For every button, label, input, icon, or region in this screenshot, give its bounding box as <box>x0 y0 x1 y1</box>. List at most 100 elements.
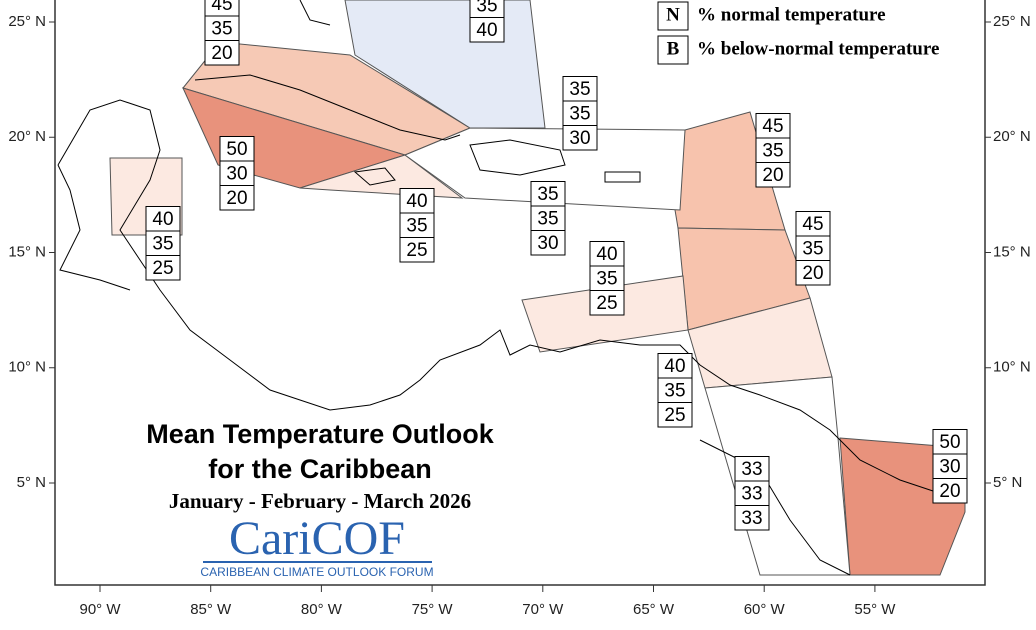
outlook-value: 35 <box>762 140 783 161</box>
coastline <box>299 0 331 26</box>
outlook-cell <box>932 478 968 504</box>
forecast-region <box>704 376 851 576</box>
outlook-value: 40 <box>664 356 685 377</box>
outlook-value: 25 <box>152 258 173 279</box>
outlook-value: 25 <box>596 293 617 314</box>
outlook-cell <box>734 456 770 482</box>
outlook-value: 35 <box>152 233 173 254</box>
legend-key: N <box>666 4 680 25</box>
outlook-cell <box>795 260 831 286</box>
coastline <box>469 139 566 176</box>
outlook-cell <box>657 353 693 379</box>
legend-key-box <box>657 1 689 31</box>
coastline <box>194 74 461 141</box>
outlook-value: 33 <box>741 459 762 480</box>
outlook-cell <box>795 235 831 261</box>
outlook-value: 35 <box>569 103 590 124</box>
outlook-value: 35 <box>211 18 232 39</box>
outlook-cell <box>562 125 598 151</box>
outlook-value: 30 <box>569 128 590 149</box>
outlook-value: 35 <box>537 184 558 205</box>
outlook-cell <box>589 290 625 316</box>
legend-label: % below-normal temperature <box>697 38 939 59</box>
outlook-value: 50 <box>939 432 960 453</box>
outlook-value: 45 <box>762 116 783 137</box>
lat-label: 20° N <box>8 128 46 145</box>
outlook-value: 35 <box>406 215 427 236</box>
outlook-value: 20 <box>226 188 247 209</box>
lon-label: 60° W <box>744 601 786 618</box>
outlook-value: 35 <box>537 208 558 229</box>
outlook-cell <box>399 188 435 214</box>
coastline <box>57 99 961 501</box>
outlook-value: 20 <box>211 43 232 64</box>
lat-label: 10° N <box>8 359 46 376</box>
ticks: 25° N 25° N 20° N 20° N 15° N 15° N 10° N 10° N… <box>8 13 1030 618</box>
logo-tagline: CARIBBEAN CLIMATE OUTLOOK FORUM <box>200 565 433 579</box>
outlook-value: 25 <box>406 240 427 261</box>
lon-label: 70° W <box>522 601 564 618</box>
title-block: Mean Temperature Outlook for the Caribbe… <box>146 419 495 579</box>
subtitle: January - February - March 2026 <box>169 489 471 513</box>
outlook-cell <box>795 211 831 237</box>
outlook-cell <box>399 237 435 263</box>
legend: N % normal temperature B % below-normal … <box>657 1 939 65</box>
logo: CariCOF <box>229 512 405 565</box>
title-line: Mean Temperature Outlook <box>146 419 495 449</box>
outlook-cell <box>530 205 566 231</box>
lon-label: 80° W <box>301 601 343 618</box>
lat-label: 5° N <box>993 474 1022 491</box>
outlook-value: 33 <box>741 483 762 504</box>
outlook-cell <box>469 17 505 43</box>
lon-label: 85° W <box>190 601 232 618</box>
lon-label: 75° W <box>412 601 454 618</box>
outlook-cell <box>755 137 791 163</box>
legend-key: B <box>667 38 680 59</box>
lat-label: 25° N <box>8 13 46 30</box>
title-line: for the Caribbean <box>208 454 432 484</box>
outlook-cell <box>562 76 598 102</box>
outlook-cell <box>932 429 968 455</box>
lat-label: 25° N <box>993 13 1031 30</box>
outlook-cell <box>755 162 791 188</box>
lat-label: 20° N <box>993 128 1031 145</box>
outlook-cell <box>589 265 625 291</box>
lat-label: 15° N <box>993 243 1031 260</box>
outlook-boxes: 45 35 20 35 40 35 35 30 50 30 20 45 35 20 40 35 25 40 35 25… <box>145 0 968 531</box>
outlook-value: 40 <box>406 191 427 212</box>
outlook-cell <box>734 505 770 531</box>
lat-label: 5° N <box>17 474 46 491</box>
outlook-value: 25 <box>664 405 685 426</box>
outlook-cell <box>204 40 240 66</box>
lon-label: 65° W <box>633 601 675 618</box>
lon-label: 90° W <box>79 601 121 618</box>
outlook-value: 35 <box>802 238 823 259</box>
outlook-value: 33 <box>741 508 762 529</box>
outlook-value: 20 <box>939 481 960 502</box>
outlook-value: 30 <box>226 163 247 184</box>
outlook-cell <box>755 113 791 139</box>
outlook-cell <box>145 255 181 281</box>
outlook-cell <box>399 212 435 238</box>
legend-key-box <box>657 35 689 65</box>
legend-label: % normal temperature <box>697 4 886 25</box>
lon-label: 55° W <box>854 601 896 618</box>
outlook-value: 30 <box>537 233 558 254</box>
lat-label: 15° N <box>8 243 46 260</box>
outlook-value: 20 <box>762 165 783 186</box>
outlook-value: 45 <box>802 214 823 235</box>
outlook-cell <box>530 181 566 207</box>
outlook-cell <box>530 230 566 256</box>
coastline <box>353 167 396 186</box>
outlook-value: 50 <box>226 139 247 160</box>
outlook-value: 35 <box>596 268 617 289</box>
outlook-value: 30 <box>939 456 960 477</box>
outlook-value: 35 <box>476 0 497 16</box>
outlook-cell <box>932 453 968 479</box>
forecast-region <box>299 154 464 199</box>
outlook-cell <box>219 185 255 211</box>
outlook-cell <box>219 160 255 186</box>
coastline <box>604 171 641 183</box>
outlook-value: 20 <box>802 263 823 284</box>
outlook-value: 40 <box>596 244 617 265</box>
